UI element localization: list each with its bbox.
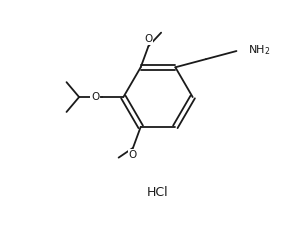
Text: O: O (91, 92, 99, 102)
Text: NH$_2$: NH$_2$ (248, 44, 271, 57)
Text: HCl: HCl (147, 186, 169, 199)
Text: O: O (129, 150, 137, 160)
Text: O: O (144, 34, 153, 44)
